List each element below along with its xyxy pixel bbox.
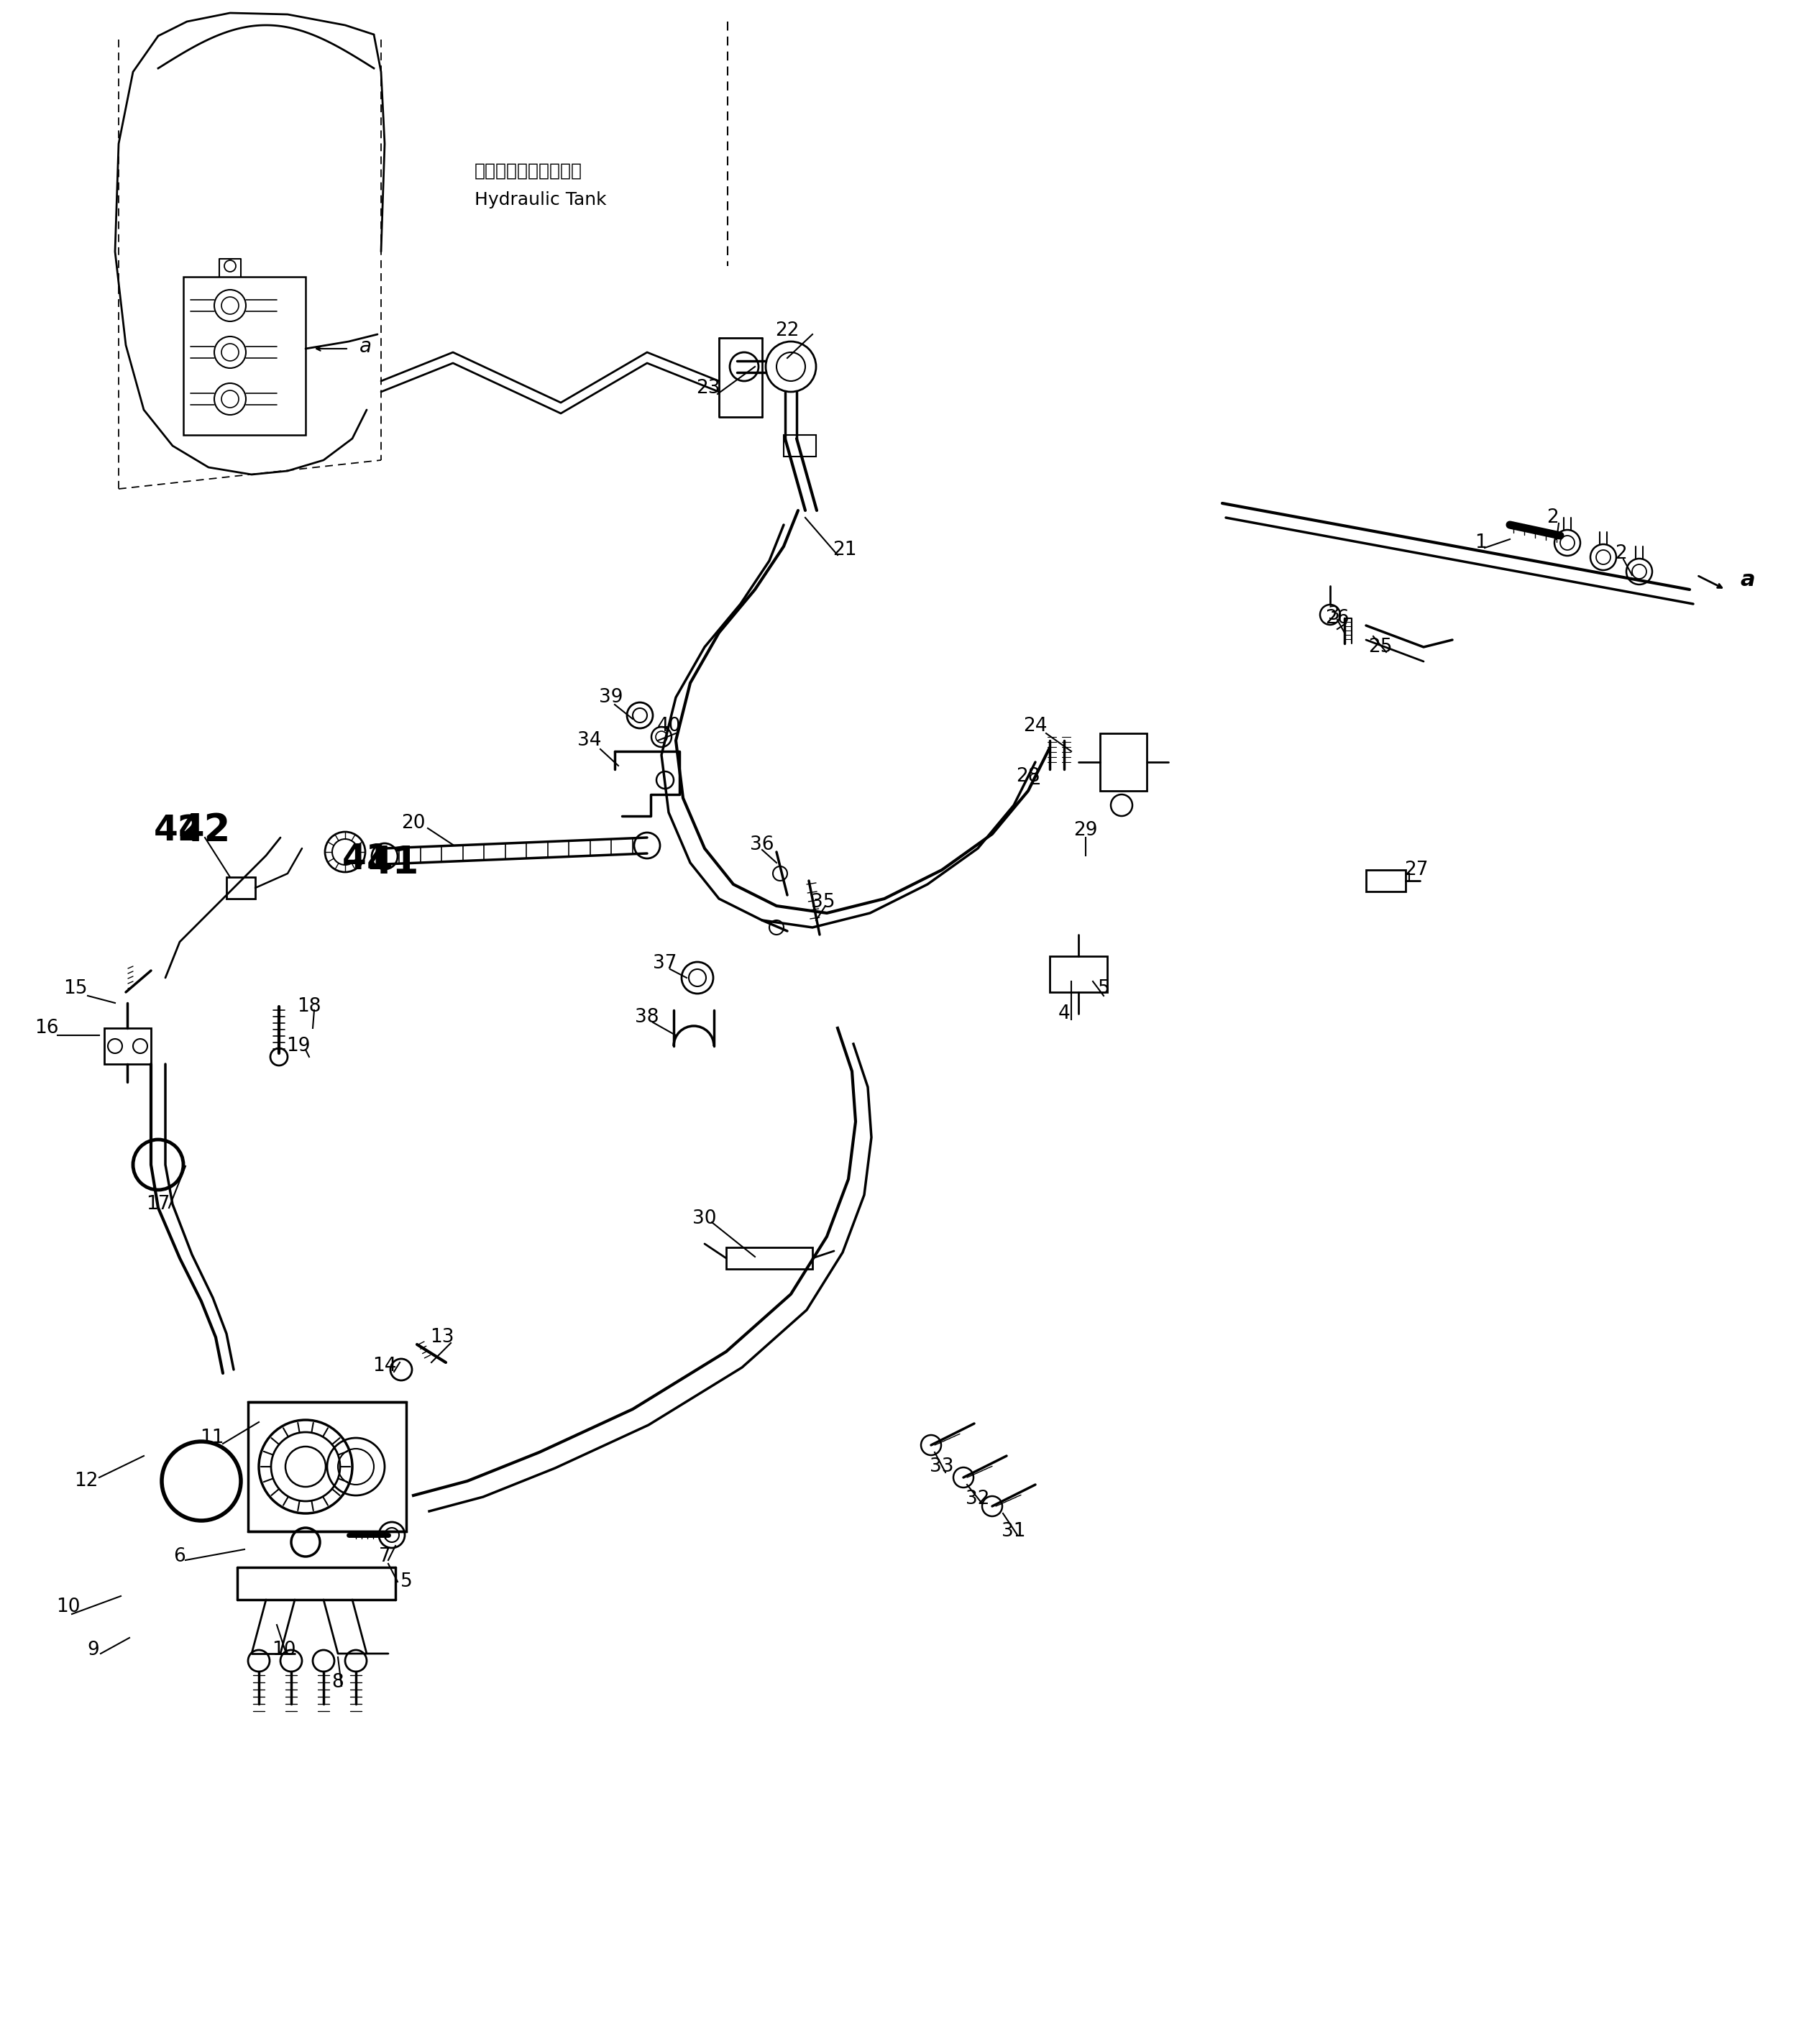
Text: 2: 2 xyxy=(1546,509,1559,527)
Bar xyxy=(1099,734,1148,791)
Text: 18: 18 xyxy=(296,997,321,1016)
Text: 23: 23 xyxy=(697,378,720,399)
Text: ハイドロリックタンク: ハイドロリックタンク xyxy=(474,161,582,180)
Text: 36: 36 xyxy=(751,836,774,854)
Text: 37: 37 xyxy=(654,955,677,973)
Bar xyxy=(1367,871,1406,891)
Text: 28: 28 xyxy=(1017,766,1040,785)
Text: 33: 33 xyxy=(930,1457,954,1476)
Bar xyxy=(726,1247,812,1269)
Text: 41: 41 xyxy=(366,844,420,881)
Text: 38: 38 xyxy=(636,1008,659,1026)
Bar xyxy=(104,1028,151,1065)
Text: 11: 11 xyxy=(199,1429,224,1447)
Text: 13: 13 xyxy=(429,1329,454,1347)
Bar xyxy=(783,435,815,456)
Text: 39: 39 xyxy=(600,689,623,707)
Text: 12: 12 xyxy=(74,1472,99,1490)
Text: 9: 9 xyxy=(88,1641,99,1660)
Text: 25: 25 xyxy=(1369,638,1392,656)
Text: 2: 2 xyxy=(1615,544,1627,562)
Text: 20: 20 xyxy=(401,814,426,832)
Text: 1: 1 xyxy=(1475,533,1487,552)
Text: 27: 27 xyxy=(1404,861,1428,879)
Text: 19: 19 xyxy=(286,1036,311,1055)
Text: 15: 15 xyxy=(63,979,88,997)
Text: 8: 8 xyxy=(332,1674,345,1692)
Text: 7: 7 xyxy=(379,1547,392,1566)
Text: 16: 16 xyxy=(34,1018,59,1038)
Text: a: a xyxy=(359,337,372,356)
Text: 42: 42 xyxy=(154,814,203,848)
Text: 5: 5 xyxy=(1097,979,1110,997)
Text: 42: 42 xyxy=(178,811,232,848)
Text: 10: 10 xyxy=(56,1598,81,1617)
Text: 32: 32 xyxy=(966,1490,990,1508)
Text: 29: 29 xyxy=(1074,822,1097,840)
Text: 22: 22 xyxy=(776,321,799,339)
Text: 4: 4 xyxy=(1058,1004,1070,1024)
Bar xyxy=(226,877,255,899)
Text: 34: 34 xyxy=(578,732,602,750)
Bar xyxy=(1049,957,1106,991)
Text: Hydraulic Tank: Hydraulic Tank xyxy=(474,192,607,208)
Text: 14: 14 xyxy=(372,1357,397,1376)
Text: 21: 21 xyxy=(833,542,857,560)
Text: 41: 41 xyxy=(343,842,392,877)
Text: 10: 10 xyxy=(271,1641,296,1660)
Bar xyxy=(183,276,305,435)
Text: 30: 30 xyxy=(693,1210,717,1228)
Text: 5: 5 xyxy=(401,1572,413,1590)
Text: 31: 31 xyxy=(1002,1523,1026,1541)
Text: 40: 40 xyxy=(657,717,681,736)
Text: 35: 35 xyxy=(812,893,835,912)
Text: 17: 17 xyxy=(145,1196,171,1214)
Text: 3: 3 xyxy=(1327,605,1340,623)
Text: 24: 24 xyxy=(1024,717,1047,736)
Bar xyxy=(248,1402,406,1531)
Text: 6: 6 xyxy=(174,1547,185,1566)
Text: 26: 26 xyxy=(1325,609,1349,628)
Text: a: a xyxy=(1740,570,1755,591)
